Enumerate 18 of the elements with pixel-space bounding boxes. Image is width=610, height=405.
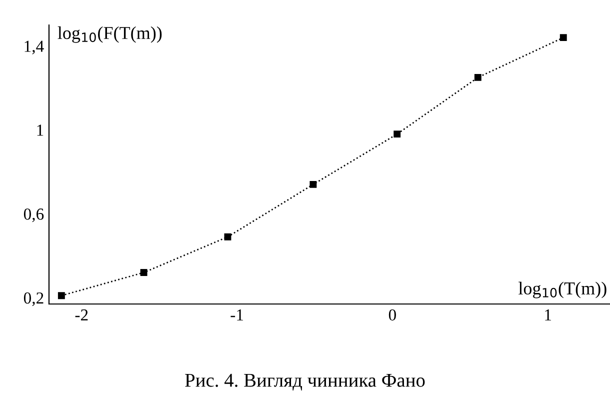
- point: [58, 292, 65, 300]
- point: [310, 180, 317, 188]
- y-tick-label: 1: [37, 124, 44, 136]
- y-tick-label: 0,2: [24, 292, 44, 306]
- point: [140, 269, 148, 276]
- text: Рис. 4. Вигляд чинника Фано: [185, 374, 425, 390]
- y-tick-label: 1,4: [24, 40, 44, 54]
- y-axis-title: log$_{10}$(F(T(m)): [58, 26, 162, 43]
- point: [394, 130, 401, 138]
- point: [560, 34, 567, 42]
- x-tick-label: -2: [75, 309, 88, 320]
- x-tick-label: -1: [230, 309, 243, 320]
- x-tick-label: 1: [545, 309, 552, 320]
- y-tick-label: 0,6: [24, 208, 44, 222]
- point: [474, 74, 482, 81]
- x-tick-label: 0: [388, 309, 396, 321]
- point: [224, 233, 232, 240]
- x-axis-title: log$_{10}$(T(m)): [518, 282, 606, 298]
